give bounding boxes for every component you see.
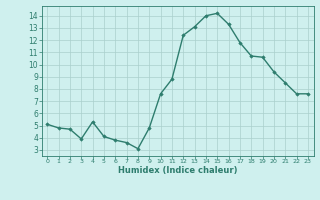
X-axis label: Humidex (Indice chaleur): Humidex (Indice chaleur) [118, 166, 237, 175]
